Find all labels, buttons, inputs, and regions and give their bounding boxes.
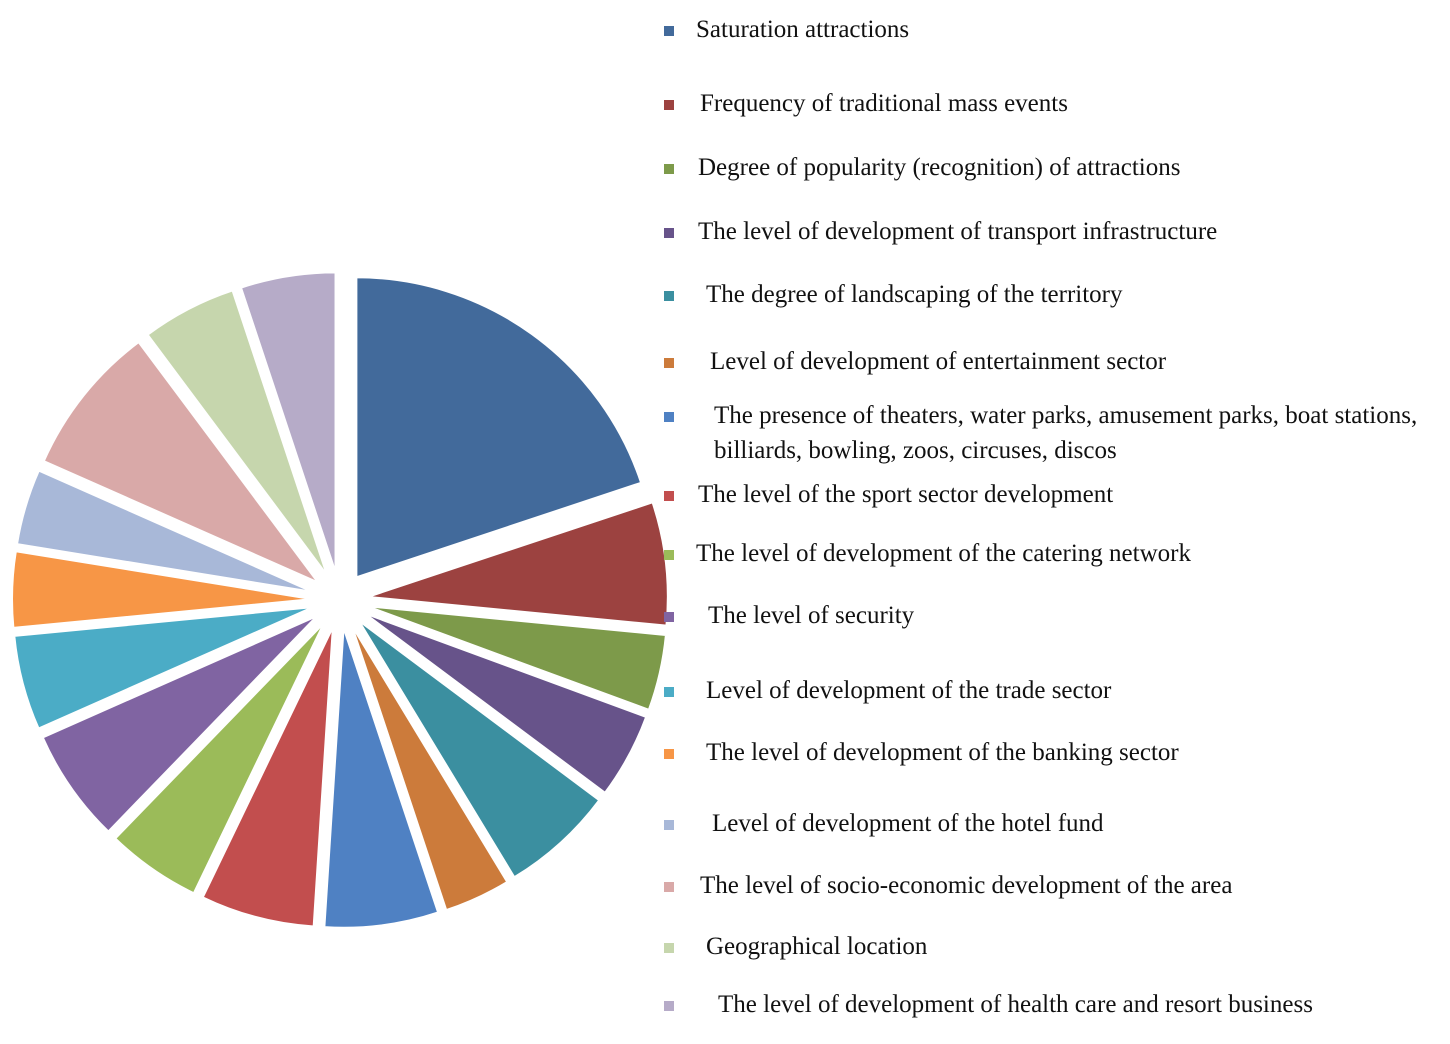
- pie-slice-6: [350, 624, 509, 912]
- legend-item: Level of development of entertainment se…: [664, 344, 1444, 379]
- pie-slice-8: [201, 626, 334, 928]
- legend-item: Frequency of traditional mass events: [664, 86, 1444, 121]
- pie-slice-11: [13, 606, 314, 730]
- pie-slice-16: [239, 271, 337, 573]
- legend-label: The level of development of transport in…: [698, 218, 1218, 245]
- pie-slice-10: [41, 615, 318, 833]
- legend-label: Level of development of entertainment se…: [710, 348, 1167, 375]
- legend-label: The level of security: [708, 602, 915, 629]
- legend-label: Level of development of the hotel fund: [712, 810, 1104, 837]
- legend-label: The level of development of health care …: [718, 991, 1313, 1018]
- legend-label: The level of the sport sector developmen…: [698, 481, 1114, 508]
- legend-item: The level of development of the banking …: [664, 735, 1444, 770]
- pie-slice-2: [367, 501, 669, 627]
- pie-slice-4: [364, 612, 648, 795]
- legend-item: The level of security: [664, 598, 1444, 633]
- legend-label: The level of development of the catering…: [696, 540, 1191, 567]
- pie-chart: [11, 271, 669, 929]
- legend-label: The level of development of the banking …: [706, 739, 1179, 766]
- legend-item: The degree of landscaping of the territo…: [664, 277, 1444, 312]
- legend-item: The level of socio-economic development …: [664, 868, 1444, 903]
- pie-slice-7: [323, 627, 440, 929]
- legend-item: The level of development of health care …: [664, 987, 1444, 1022]
- pie-slice-13: [15, 469, 314, 594]
- legend-item: The presence of theaters, water parks, a…: [664, 398, 1444, 468]
- pie-slice-14: [42, 340, 322, 586]
- legend-item: Level of development of the hotel fund: [664, 806, 1444, 841]
- legend-item: The level of development of the catering…: [664, 536, 1444, 571]
- pie-slice-9: [113, 622, 325, 895]
- legend-label: Saturation attractions: [696, 16, 910, 43]
- pie-slice-1: [355, 276, 643, 579]
- legend-label: Level of development of the trade sector: [706, 677, 1112, 704]
- legend-label: The level of socio-economic development …: [700, 872, 1233, 899]
- legend-label: Geographical location: [706, 933, 928, 960]
- legend-item: The level of the sport sector developmen…: [664, 477, 1444, 512]
- pie-slice-5: [357, 619, 601, 879]
- legend-item: The level of development of transport in…: [664, 214, 1444, 249]
- pie-slice-3: [366, 605, 668, 712]
- pie-slice-15: [146, 289, 328, 576]
- legend-item: Level of development of the trade sector: [664, 673, 1444, 708]
- legend-item: Saturation attractions: [664, 12, 1444, 47]
- legend-item: Degree of popularity (recognition) of at…: [664, 150, 1444, 185]
- legend-label: The degree of landscaping of the territo…: [706, 281, 1123, 308]
- legend-item: Geographical location: [664, 929, 1444, 964]
- legend-label: Frequency of traditional mass events: [700, 90, 1068, 117]
- pie-slice-12: [11, 550, 313, 630]
- legend-label: Degree of popularity (recognition) of at…: [698, 154, 1181, 181]
- legend-label: The presence of theaters, water parks, a…: [714, 402, 1418, 464]
